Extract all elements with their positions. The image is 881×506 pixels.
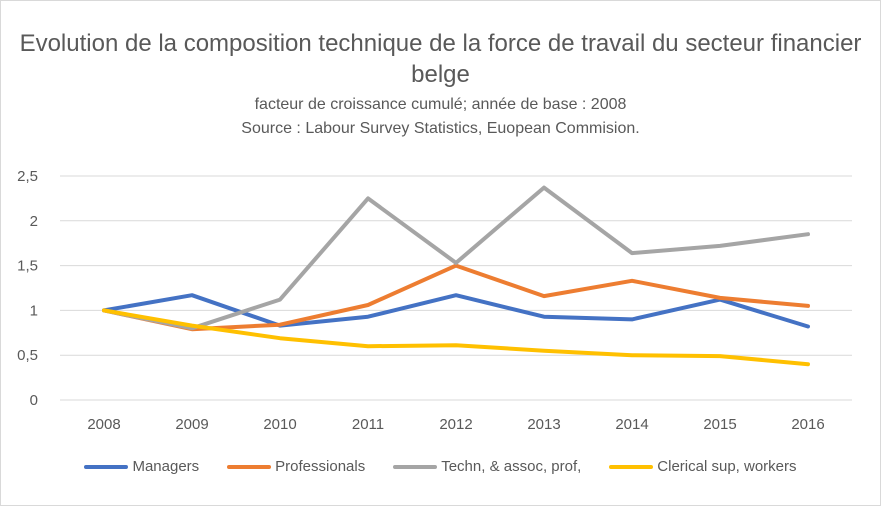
legend-swatch <box>609 464 654 469</box>
series-lines <box>102 185 810 367</box>
y-tick-label: 2,5 <box>17 168 38 185</box>
legend: Managers Professionals Techn, & assoc, pro… <box>0 458 881 475</box>
x-tick-label: 2009 <box>175 416 208 433</box>
x-tick-label: 2016 <box>791 416 824 433</box>
series-line-1 <box>102 263 810 332</box>
legend-label: Managers <box>132 458 200 475</box>
series-line-0 <box>102 293 810 329</box>
chart-source: Source : Labour Survey Statistics, Euope… <box>241 120 640 137</box>
x-tick-labels: 2008 2009 2010 2011 2012 2013 2014 2015 2016 <box>87 416 824 433</box>
x-tick-label: 2015 <box>703 416 736 433</box>
legend-item-2: Techn, & assoc, prof, <box>393 458 581 475</box>
y-tick-label: 2 <box>30 213 38 230</box>
x-tick-label: 2014 <box>615 416 648 433</box>
series-line-2 <box>102 185 810 331</box>
x-tick-label: 2012 <box>439 416 472 433</box>
y-tick-label: 1 <box>30 302 38 319</box>
chart-subtitle: facteur de croissance cumulé; année de b… <box>254 96 627 113</box>
legend-label: Professionals <box>275 458 366 475</box>
legend-item-0: Managers <box>84 458 199 475</box>
legend-item-3: Clerical sup, workers <box>609 458 797 475</box>
gridlines <box>60 175 852 401</box>
series-line-3 <box>102 308 810 367</box>
y-tick-label: 0 <box>30 392 38 409</box>
y-tick-label: 1,5 <box>17 258 38 275</box>
legend-label: Techn, & assoc, prof, <box>441 458 582 475</box>
legend-item-1: Professionals <box>227 458 365 475</box>
legend-swatch <box>393 464 438 469</box>
chart-title: Evolution de la composition technique de… <box>19 30 862 88</box>
legend-label: Clerical sup, workers <box>657 458 797 475</box>
y-tick-label: 0,5 <box>17 347 38 364</box>
legend-swatch <box>227 464 272 469</box>
chart-titles: Evolution de la composition technique de… <box>0 28 881 141</box>
legend-swatch <box>84 464 129 469</box>
x-tick-label: 2013 <box>527 416 560 433</box>
y-tick-labels: 0 0,5 1 1,5 2 2,5 <box>17 168 38 409</box>
x-tick-label: 2010 <box>263 416 296 433</box>
x-tick-label: 2008 <box>87 416 120 433</box>
x-tick-label: 2011 <box>352 416 384 433</box>
